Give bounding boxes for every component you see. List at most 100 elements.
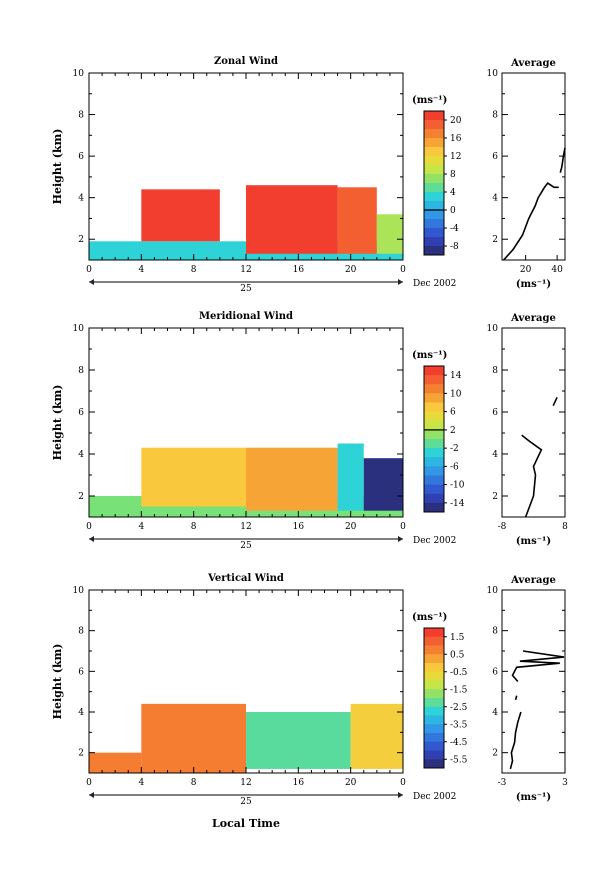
colorbar-swatch [424, 429, 444, 440]
colorbar-swatch [424, 219, 444, 229]
colorbar-swatch [424, 741, 444, 751]
average-profile-line [503, 182, 559, 261]
heatmap-cell [246, 712, 351, 769]
x-tick-label: 12 [240, 778, 251, 788]
colorbar-swatch [424, 750, 444, 760]
average-y-tick-label: 8 [492, 111, 498, 121]
colorbar-tick-label: -14 [450, 499, 465, 509]
x-tick-label: 0 [400, 778, 406, 788]
colorbar-swatch [424, 246, 444, 256]
average-x-tick-label: 20 [520, 265, 532, 275]
colorbar-swatch [424, 402, 444, 413]
y-tick-label: 2 [78, 492, 84, 502]
average-y-tick-label: 4 [492, 708, 498, 718]
colorbar-frame [423, 365, 445, 513]
colorbar-swatch [424, 439, 444, 449]
heatmap-cell [246, 185, 338, 254]
colorbar-tick-label: 20 [450, 116, 462, 126]
date-label: Dec 2002 [413, 536, 456, 546]
y-tick-label: 4 [78, 450, 84, 460]
day-label: 25 [240, 541, 252, 551]
colorbar-tick-label: -3.5 [450, 720, 468, 730]
colorbar-tick-label: -5.5 [450, 755, 468, 765]
day-label: 25 [240, 284, 252, 294]
y-axis-label: Height (km) [51, 644, 64, 720]
x-tick-label: 0 [400, 265, 406, 275]
colorbar-swatch [424, 228, 444, 238]
x-tick-label: 0 [86, 265, 92, 275]
x-tick-label: 0 [86, 778, 92, 788]
colorbar-swatch [424, 680, 444, 690]
colorbar-tick-label: 4 [450, 188, 456, 198]
x-tick-label: 20 [345, 778, 357, 788]
average-profile-line [552, 396, 558, 407]
x-tick-label: 8 [191, 265, 197, 275]
colorbar-frame [423, 110, 445, 256]
x-tick-label: 16 [293, 522, 305, 532]
heatmap-cell [141, 447, 246, 507]
colorbar-swatch [424, 457, 444, 467]
date-axis-arrow [89, 536, 94, 542]
average-x-tick-label: 3 [562, 778, 568, 788]
y-tick-label: 6 [78, 667, 84, 677]
colorbar-swatch [424, 183, 444, 193]
average-title: Average [510, 58, 556, 69]
heatmap-cell [141, 703, 246, 773]
average-y-tick-label: 2 [492, 749, 498, 759]
date-label: Dec 2002 [413, 792, 456, 802]
x-tick-label: 4 [138, 778, 144, 788]
colorbar-swatch [424, 654, 444, 664]
average-x-tick-label: -8 [498, 522, 507, 532]
colorbar-swatch [424, 420, 444, 431]
average-profile-line [509, 711, 522, 770]
date-axis-arrow [398, 536, 403, 542]
date-label: Dec 2002 [413, 279, 456, 289]
day-label: 25 [240, 797, 252, 807]
heatmap-cell [141, 189, 220, 242]
colorbar-unit: (ms⁻¹) [412, 95, 447, 106]
y-tick-label: 8 [78, 627, 84, 637]
heatmap-cell [89, 752, 142, 773]
colorbar-tick-label: -10 [450, 481, 465, 491]
average-x-tick-label: 8 [562, 522, 568, 532]
average-y-tick-label: 2 [492, 235, 498, 245]
heatmap-title: Vertical Wind [207, 573, 284, 584]
average-y-tick-label: 6 [492, 667, 498, 677]
colorbar-tick-label: -1.5 [450, 685, 468, 695]
colorbar-tick-label: 8 [450, 170, 456, 180]
average-profile-line [511, 650, 565, 683]
colorbar-swatch [424, 165, 444, 175]
date-axis-arrow [89, 279, 94, 285]
colorbar-tick-label: -4.5 [450, 738, 468, 748]
colorbar-tick-label: -6 [450, 462, 459, 472]
date-axis-arrow [398, 279, 403, 285]
colorbar-swatch [424, 645, 444, 655]
average-y-tick-label: 6 [492, 408, 498, 418]
colorbar-tick-label: 16 [450, 134, 462, 144]
heatmap-cell [337, 187, 377, 254]
y-tick-label: 10 [73, 586, 85, 596]
average-y-tick-label: 10 [487, 69, 499, 79]
colorbar-tick-label: 2 [450, 426, 456, 436]
colorbar-swatch [424, 192, 444, 202]
colorbar-tick-label: 6 [450, 408, 456, 418]
average-profile-line [559, 147, 566, 173]
colorbar-swatch [424, 411, 444, 422]
heatmap-cell [363, 458, 403, 511]
colorbar-swatch [424, 698, 444, 708]
colorbar-tick-label: -2.5 [450, 703, 468, 713]
colorbar-swatch [424, 475, 444, 486]
colorbar-swatch [424, 493, 444, 504]
colorbar-tick-label: 10 [450, 389, 462, 399]
colorbar-frame [423, 627, 445, 769]
colorbar-swatch [424, 174, 444, 184]
heatmap-title: Zonal Wind [214, 56, 278, 67]
colorbar-swatch [424, 663, 444, 673]
colorbar-swatch [424, 448, 444, 458]
colorbar-swatch [424, 201, 444, 211]
colorbar-tick-label: -0.5 [450, 668, 468, 678]
colorbar-swatch [424, 759, 444, 769]
y-tick-label: 8 [78, 366, 84, 376]
average-y-tick-label: 6 [492, 152, 498, 162]
